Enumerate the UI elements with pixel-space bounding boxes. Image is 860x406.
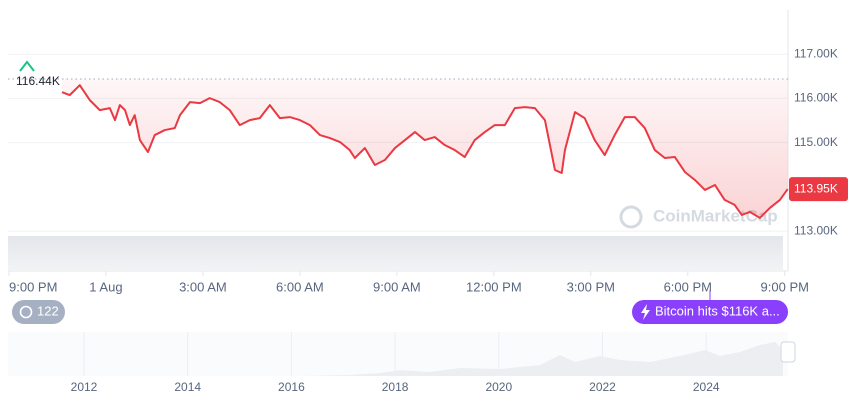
x-tick-label: 3:00 AM: [179, 279, 227, 294]
news-badge[interactable]: Bitcoin hits $116K a...: [632, 300, 788, 324]
y-tick-label: 115.00K: [794, 135, 838, 149]
x-tick-label: 3:00 PM: [567, 279, 615, 294]
badge-bg: [632, 300, 788, 324]
watermark-logo: [619, 205, 643, 229]
x-tick-label: 1 Aug: [89, 279, 122, 294]
comments-count: 122: [37, 303, 59, 318]
x-tick-label: 9:00 PM: [9, 279, 57, 294]
reference-label: 116.44K: [16, 74, 60, 88]
bolt-icon: [641, 304, 650, 320]
comments-badge[interactable]: 122: [12, 300, 65, 324]
year-label: 2012: [71, 380, 98, 394]
x-tick-label: 12:00 PM: [466, 279, 522, 294]
x-tick-label: 6:00 AM: [276, 279, 324, 294]
year-label: 2014: [174, 380, 201, 394]
year-label: 2016: [278, 380, 305, 394]
current-price-box: [789, 177, 848, 202]
price-line: [61, 84, 789, 219]
x-tick-label: 6:00 PM: [664, 279, 712, 294]
area-fill: [61, 78, 788, 218]
y-tick-label: 117.00K: [794, 46, 838, 60]
x-tick-label: 9:00 AM: [373, 279, 421, 294]
current-price-label: 113.95K: [794, 181, 838, 195]
navigator: [8, 332, 796, 376]
volume-area: [8, 236, 783, 270]
year-label: 2022: [589, 380, 616, 394]
y-tick-label: 113.00K: [794, 223, 838, 237]
year-label: 2024: [693, 380, 720, 394]
y-tick-label: 116.00K: [794, 91, 838, 105]
x-tick-label: 9:00 PM: [761, 279, 809, 294]
navigator-handle[interactable]: [780, 341, 796, 363]
navigator-area: [8, 342, 783, 376]
news-title: Bitcoin hits $116K a...: [655, 303, 780, 318]
history-icon: [19, 305, 33, 319]
up-marker: [19, 60, 35, 72]
year-label: 2018: [382, 380, 409, 394]
year-label: 2020: [485, 380, 512, 394]
